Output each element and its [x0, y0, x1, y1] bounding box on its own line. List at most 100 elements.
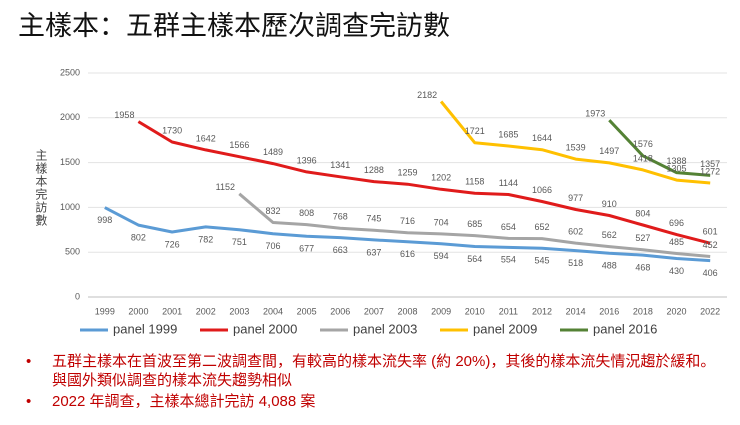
x-tick-label: 2004 [263, 306, 283, 316]
data-label: 1576 [633, 139, 653, 149]
data-label: 677 [299, 244, 314, 254]
x-tick-label: 2020 [667, 306, 687, 316]
data-label: 652 [535, 222, 550, 232]
data-label: 1721 [465, 126, 485, 136]
data-label: 1202 [431, 173, 451, 183]
data-label: 1272 [700, 166, 720, 176]
x-tick-label: 2011 [499, 306, 518, 316]
data-label: 594 [434, 251, 449, 261]
y-axis-label: 主樣本完訪數 [34, 149, 48, 227]
data-label: 1066 [532, 185, 552, 195]
data-label: 1958 [114, 110, 134, 120]
data-label: 751 [232, 237, 247, 247]
data-label: 452 [703, 240, 718, 250]
data-label: 1642 [196, 133, 216, 143]
data-label: 406 [703, 268, 718, 278]
data-label: 704 [434, 217, 449, 227]
data-label: 832 [265, 206, 280, 216]
legend-label: panel 2009 [473, 321, 537, 336]
data-label: 545 [535, 256, 550, 266]
y-tick-label: 0 [75, 291, 80, 301]
x-tick-label: 2001 [162, 306, 182, 316]
x-tick-label: 2014 [566, 306, 586, 316]
data-label: 804 [635, 208, 650, 218]
data-label: 1341 [330, 160, 350, 170]
data-label: 637 [366, 247, 381, 257]
x-tick-label: 2012 [532, 306, 552, 316]
data-label: 808 [299, 208, 314, 218]
series-line [608, 119, 711, 177]
data-label: 602 [568, 226, 583, 236]
y-tick-label: 2500 [60, 67, 80, 77]
data-label: 998 [97, 215, 112, 225]
data-label: 1144 [499, 178, 518, 188]
data-label: 663 [333, 245, 348, 255]
x-tick-label: 2009 [431, 306, 451, 316]
data-label: 716 [400, 216, 415, 226]
data-label: 430 [669, 266, 684, 276]
data-label: 696 [669, 218, 684, 228]
x-tick-label: 1999 [95, 306, 115, 316]
data-label: 1489 [263, 147, 283, 157]
data-label: 2182 [417, 90, 437, 100]
data-label: 706 [265, 241, 280, 251]
data-label: 1566 [229, 140, 249, 150]
chart-title: 主樣本：五群主樣本歷次調查完訪數 [18, 11, 450, 41]
data-label: 1497 [599, 146, 619, 156]
data-label: 1418 [633, 153, 653, 163]
data-label: 488 [602, 261, 617, 271]
legend-label: panel 1999 [113, 321, 177, 336]
y-tick-label: 1500 [60, 157, 80, 167]
y-tick-label: 2000 [60, 112, 80, 122]
data-label: 654 [501, 222, 516, 232]
data-label: 1305 [667, 163, 687, 173]
data-label: 616 [400, 249, 415, 259]
data-label: 562 [602, 230, 617, 240]
data-label: 1158 [465, 177, 484, 187]
x-tick-label: 2000 [128, 306, 148, 316]
y-tick-label: 500 [65, 247, 80, 257]
series-line [238, 192, 711, 258]
data-label: 1288 [364, 165, 384, 175]
series-line [439, 100, 711, 185]
data-label: 745 [366, 214, 381, 224]
data-label: 527 [635, 233, 650, 243]
data-label: 1644 [532, 133, 552, 143]
x-tick-label: 2008 [397, 306, 417, 316]
data-label: 518 [568, 258, 583, 268]
data-label: 1357 [700, 159, 720, 169]
series-line [137, 120, 711, 245]
data-label: 977 [568, 193, 583, 203]
x-tick-label: 2016 [599, 306, 619, 316]
data-label: 601 [703, 227, 718, 237]
x-tick-label: 2003 [229, 306, 249, 316]
y-tick-label: 1000 [60, 202, 80, 212]
note: 2022 年調查，主樣本總計完訪 4,088 案 [0, 392, 740, 411]
x-tick-label: 2010 [465, 306, 485, 316]
x-tick-label: 2007 [364, 306, 384, 316]
legend-label: panel 2016 [593, 321, 657, 336]
notes: 五群主樣本在首波至第二波調查間，有較高的樣本流失率 (約 20%)，其後的樣本流… [0, 352, 740, 413]
data-label: 802 [131, 233, 146, 243]
x-tick-label: 2006 [330, 306, 350, 316]
data-label: 726 [165, 239, 180, 249]
data-label: 782 [198, 234, 213, 244]
data-label: 1730 [162, 125, 182, 135]
data-label: 564 [467, 254, 482, 264]
chart: 主樣本：五群主樣本歷次調查完訪數 主樣本完訪數 0 500 1000 1500 2000… [18, 11, 727, 336]
data-label: 485 [669, 237, 684, 247]
data-label: 685 [467, 219, 482, 229]
data-label: 1152 [216, 182, 235, 192]
data-label: 1388 [667, 156, 687, 166]
x-tick-label: 2005 [297, 306, 317, 316]
legend-label: panel 2003 [353, 321, 417, 336]
data-label: 1685 [498, 129, 518, 139]
series-line [104, 206, 711, 263]
data-label: 768 [333, 212, 348, 222]
data-label: 1973 [585, 109, 605, 119]
data-label: 554 [501, 255, 516, 265]
x-tick-label: 2018 [633, 306, 653, 316]
data-label: 468 [635, 262, 650, 272]
data-label: 1539 [566, 142, 586, 152]
